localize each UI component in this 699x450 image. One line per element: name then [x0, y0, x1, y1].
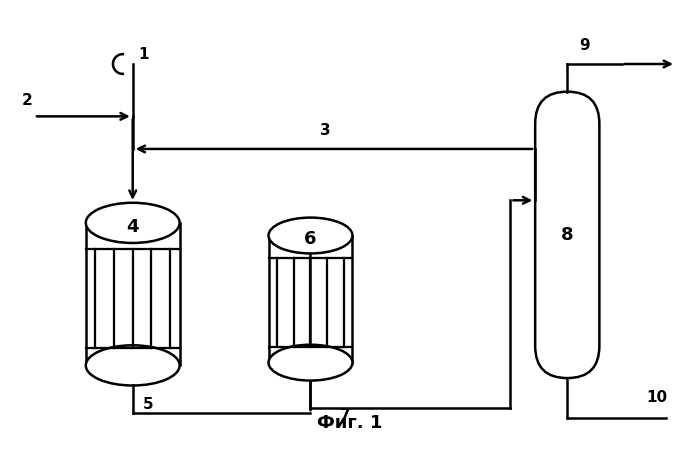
Ellipse shape	[86, 345, 180, 386]
Text: 1: 1	[138, 47, 149, 62]
Text: 6: 6	[304, 230, 317, 248]
Text: 4: 4	[127, 218, 139, 236]
Text: 10: 10	[647, 390, 668, 405]
FancyBboxPatch shape	[535, 92, 599, 378]
Text: Фиг. 1: Фиг. 1	[317, 414, 382, 432]
Text: 9: 9	[579, 38, 590, 53]
Bar	[86, 223, 180, 365]
Text: 2: 2	[22, 93, 33, 108]
Ellipse shape	[86, 203, 180, 243]
Text: 7: 7	[340, 408, 351, 423]
Text: 3: 3	[320, 123, 331, 138]
Bar	[268, 235, 352, 363]
Text: 5: 5	[143, 397, 153, 412]
Ellipse shape	[268, 345, 352, 381]
Text: 8: 8	[561, 226, 574, 244]
Ellipse shape	[268, 218, 352, 253]
